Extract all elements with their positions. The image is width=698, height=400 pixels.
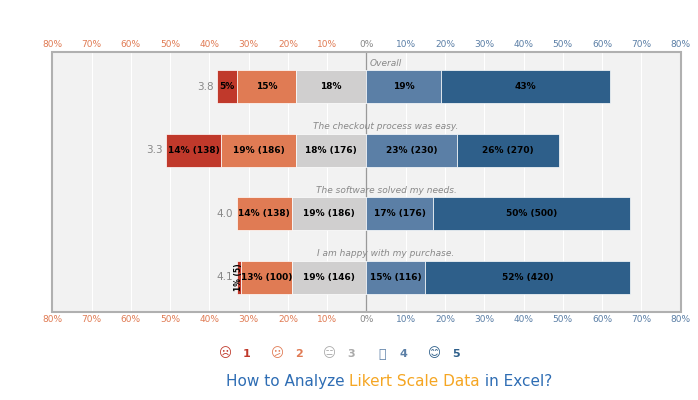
Text: 14% (138): 14% (138) — [239, 209, 290, 218]
Bar — [237, 197, 292, 230]
Text: in Excel?: in Excel? — [480, 374, 552, 389]
Text: 19% (146): 19% (146) — [303, 273, 355, 282]
Bar — [366, 261, 425, 294]
Text: 19% (186): 19% (186) — [303, 209, 355, 218]
Text: Overall: Overall — [370, 59, 402, 68]
Text: 17% (176): 17% (176) — [374, 209, 426, 218]
Text: 43%: 43% — [514, 82, 536, 91]
Bar — [456, 134, 559, 167]
Text: 3: 3 — [348, 349, 355, 359]
Text: 5%: 5% — [219, 82, 235, 91]
Text: Likert Scale Data: Likert Scale Data — [349, 374, 480, 389]
Text: 4.1: 4.1 — [216, 272, 233, 282]
Text: 😊: 😊 — [428, 348, 441, 360]
Text: 1: 1 — [243, 349, 251, 359]
Text: 15% (116): 15% (116) — [370, 273, 422, 282]
Text: 23% (230): 23% (230) — [386, 146, 438, 155]
Text: 52% (420): 52% (420) — [502, 273, 554, 282]
Bar — [166, 134, 221, 167]
Text: 5: 5 — [452, 349, 459, 359]
Bar — [366, 70, 441, 103]
Bar — [292, 197, 366, 230]
Bar — [366, 197, 433, 230]
Text: The software solved my needs.: The software solved my needs. — [315, 186, 456, 195]
Text: 🙂: 🙂 — [378, 348, 386, 360]
Text: 😑: 😑 — [323, 348, 336, 360]
Bar — [441, 70, 610, 103]
Text: 18% (176): 18% (176) — [305, 146, 357, 155]
Text: 4: 4 — [399, 349, 408, 359]
Text: 18%: 18% — [320, 82, 342, 91]
Bar — [366, 134, 456, 167]
Text: 14% (138): 14% (138) — [168, 146, 220, 155]
Text: 26% (270): 26% (270) — [482, 146, 533, 155]
Bar — [217, 70, 237, 103]
Text: How to Analyze: How to Analyze — [225, 374, 349, 389]
Text: 13% (100): 13% (100) — [241, 273, 292, 282]
Bar — [433, 197, 630, 230]
Bar — [296, 134, 366, 167]
Text: 4.0: 4.0 — [216, 209, 233, 219]
Text: 50% (500): 50% (500) — [506, 209, 557, 218]
Bar — [221, 134, 296, 167]
Text: 19% (186): 19% (186) — [232, 146, 284, 155]
Text: The checkout process was easy.: The checkout process was easy. — [313, 122, 459, 131]
Text: 3.8: 3.8 — [197, 82, 214, 92]
Text: 19%: 19% — [393, 82, 415, 91]
Text: 3.3: 3.3 — [146, 145, 163, 155]
Text: 15%: 15% — [255, 82, 277, 91]
Text: 1% (5): 1% (5) — [235, 263, 244, 291]
Text: ☹: ☹ — [218, 348, 232, 360]
Bar — [292, 261, 366, 294]
Bar — [241, 261, 292, 294]
Text: 😕: 😕 — [271, 348, 284, 360]
Bar — [237, 261, 241, 294]
Bar — [237, 70, 296, 103]
Text: 2: 2 — [295, 349, 303, 359]
Text: I am happy with my purchase.: I am happy with my purchase. — [318, 249, 454, 258]
Bar — [425, 261, 630, 294]
Bar — [296, 70, 366, 103]
